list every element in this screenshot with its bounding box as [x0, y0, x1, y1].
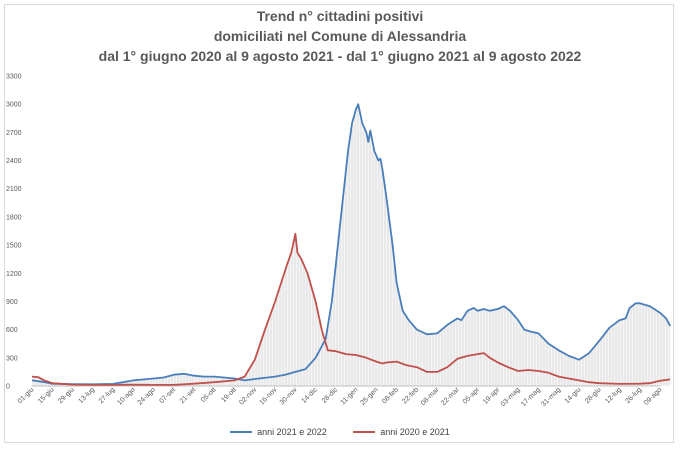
- x-tick-label: 01-giu: [17, 386, 36, 405]
- y-tick-label: 2400: [6, 158, 22, 165]
- x-tick-label: 11-gen: [340, 386, 360, 406]
- x-tick-label: 08-mar: [420, 386, 441, 407]
- x-tick-label: 28-dic: [321, 386, 340, 405]
- x-tick-label: 30-nov: [279, 386, 299, 406]
- x-tick-label: 10-ago: [116, 386, 136, 406]
- x-tick-label: 21-set: [179, 386, 198, 405]
- x-tick-label: 12-lug: [604, 386, 623, 405]
- series-line-0: [31, 103, 671, 386]
- x-tick-label: 02-nov: [238, 386, 258, 406]
- legend-label-2020-2021: anni 2020 e 2021: [380, 427, 450, 437]
- x-tick-label: 24-ago: [137, 386, 157, 406]
- x-tick-label: 07-set: [159, 386, 178, 405]
- x-tick-label: 29-giu: [57, 386, 76, 405]
- y-tick-label: 900: [6, 299, 18, 306]
- x-tick-label: 05-ott: [200, 386, 218, 404]
- series-line-1: [31, 232, 671, 386]
- legend-item-2021-2022: anni 2021 e 2022: [230, 427, 327, 437]
- x-tick-label: 27-lug: [98, 386, 117, 405]
- legend-item-2020-2021: anni 2020 e 2021: [353, 427, 450, 437]
- x-tick-label: 03-mag: [500, 386, 522, 408]
- x-tick-label: 05-apr: [462, 386, 482, 406]
- x-tick-label: 25-gen: [359, 386, 379, 406]
- area-fill-series-1: [32, 233, 671, 386]
- legend-swatch-blue: [230, 431, 253, 433]
- legend: anni 2021 e 2022 anni 2020 e 2021: [0, 425, 680, 437]
- x-tick-label: 26-lug: [624, 386, 643, 405]
- y-tick-label: 600: [6, 327, 18, 334]
- x-tick-label: 14-dic: [301, 386, 320, 405]
- x-tick-label: 09-ago: [643, 386, 663, 406]
- x-tick-label: 15-giu: [37, 386, 56, 405]
- y-tick-label: 300: [6, 355, 18, 362]
- y-tick-label: 1200: [6, 271, 22, 278]
- x-tick-label: 31-mag: [540, 386, 562, 408]
- x-tick-label: 22-mar: [440, 386, 461, 407]
- x-tick-label: 13-lug: [77, 386, 96, 405]
- chart-title: Trend n° cittadini positivi domiciliati …: [0, 6, 680, 66]
- y-tick-label: 2700: [6, 130, 22, 137]
- legend-swatch-red: [353, 431, 376, 433]
- title-line-2: domiciliati nel Comune di Alessandria: [213, 28, 467, 44]
- y-tick-label: 1800: [6, 214, 22, 221]
- x-tick-label: 28-giu: [584, 386, 603, 405]
- legend-label-2021-2022: anni 2021 e 2022: [257, 427, 327, 437]
- title-line-1: Trend n° cittadini positivi: [256, 8, 424, 24]
- x-tick-label: 22-feb: [401, 386, 420, 405]
- x-tick-label: 19-ott: [220, 386, 238, 404]
- y-tick-label: 3300: [6, 74, 22, 81]
- x-tick-label: 17-mag: [520, 386, 542, 408]
- y-tick-label: 3000: [6, 102, 22, 109]
- x-tick-label: 08-feb: [381, 386, 400, 405]
- title-line-3: dal 1° giugno 2020 al 9 agosto 2021 - da…: [98, 48, 582, 64]
- x-tick-label: 16-nov: [258, 386, 278, 406]
- y-tick-label: 1500: [6, 243, 22, 250]
- x-tick-label: 14-giu: [564, 386, 583, 405]
- area-fill-series-0: [32, 104, 671, 386]
- y-tick-label: 2100: [6, 186, 22, 193]
- x-tick-label: 19-apr: [482, 386, 502, 406]
- y-tick-label: 0: [6, 384, 10, 391]
